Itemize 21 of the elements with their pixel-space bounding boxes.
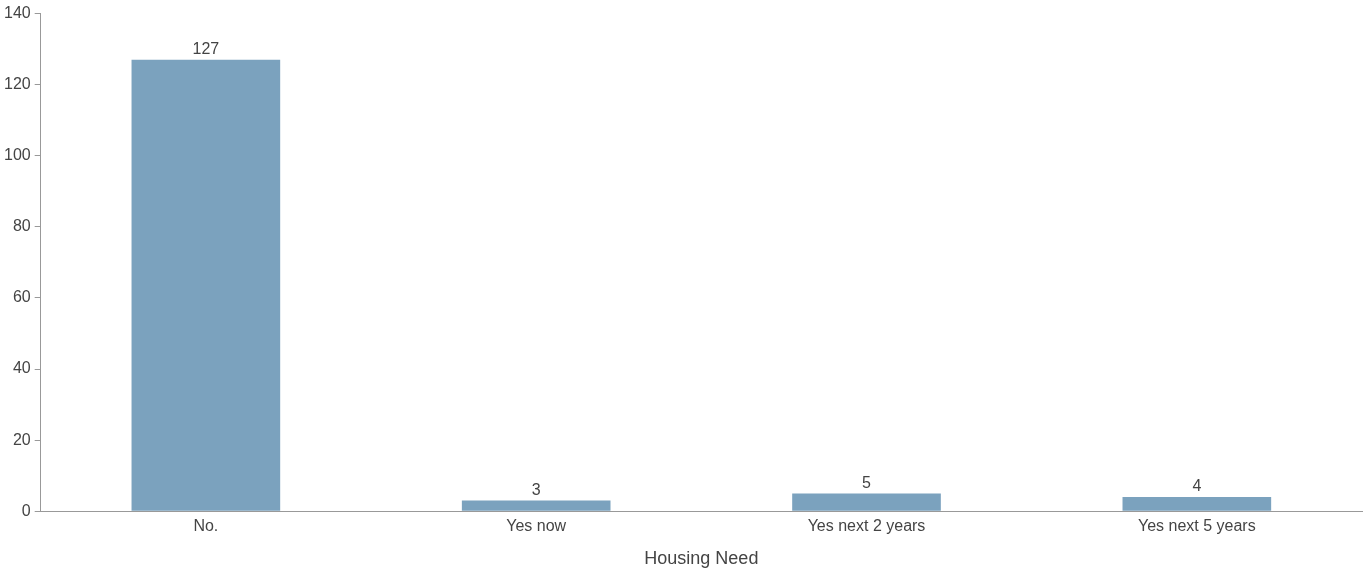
data-label: 3 bbox=[531, 480, 541, 498]
y-tick-label: 20 bbox=[12, 430, 31, 448]
data-label: 4 bbox=[1192, 477, 1202, 495]
x-tick-label: Yes now bbox=[506, 517, 567, 535]
y-tick-label: 80 bbox=[12, 217, 31, 235]
x-tick-label: No. bbox=[193, 517, 219, 535]
data-label: 5 bbox=[862, 473, 872, 491]
y-tick-label: 140 bbox=[3, 4, 31, 22]
bar bbox=[1122, 496, 1272, 511]
bar bbox=[792, 493, 941, 511]
x-tick-label: Yes next 5 years bbox=[1137, 517, 1256, 535]
y-tick-label: 40 bbox=[12, 359, 31, 377]
y-tick-label: 100 bbox=[3, 146, 31, 164]
x-tick-label: Yes next 2 years bbox=[807, 517, 926, 535]
y-tick-label: 0 bbox=[21, 501, 31, 519]
bar bbox=[461, 500, 611, 511]
y-tick-label: 60 bbox=[12, 288, 31, 306]
bar bbox=[131, 59, 281, 511]
data-label: 127 bbox=[192, 40, 220, 58]
x-axis-title: Housing Need bbox=[644, 548, 759, 569]
y-tick-label: 120 bbox=[3, 75, 31, 93]
